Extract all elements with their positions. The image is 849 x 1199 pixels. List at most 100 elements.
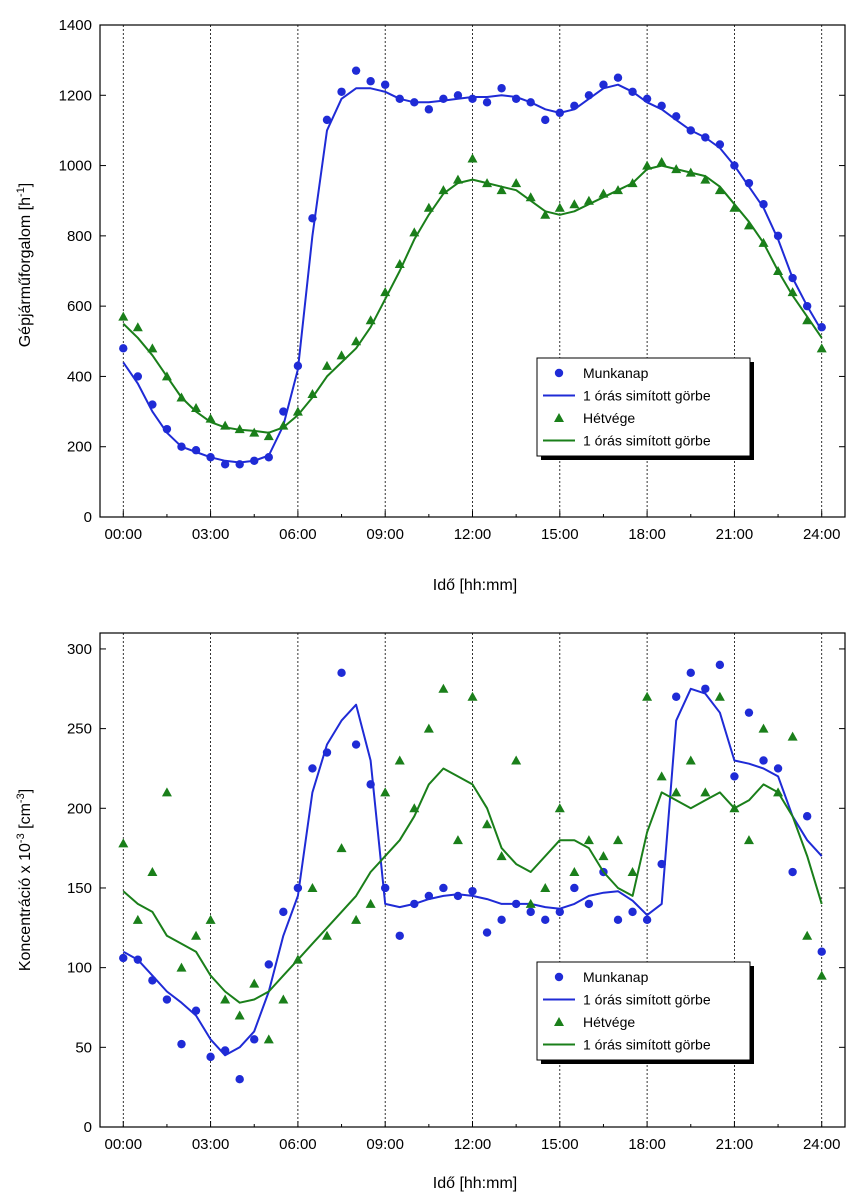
concentration-chart-series-0-point-6 [206,1052,215,1062]
concentration-chart-series-2-point-23 [452,835,463,845]
concentration-chart-legend-label-2: Hétvége [583,1014,635,1030]
traffic-chart-series-0-point-15 [337,87,346,96]
concentration-chart-series-0-point-25 [482,928,492,937]
concentration-chart-series-0-point-32 [584,899,594,909]
concentration-chart-series-0-point-35 [628,907,637,917]
concentration-chart-series-2-point-44 [758,723,769,733]
concentration-chart-series-2-point-37 [656,771,667,781]
concentration-chart-series-0-point-41 [715,660,725,670]
traffic-chart-series-0-point-25 [482,98,492,107]
concentration-chart-x-tick-label-8: 24:00 [803,1136,841,1153]
concentration-chart-series-0-point-3 [162,995,172,1004]
concentration-chart-y-axis-label: Koncentráció x 10-3 [cm-3] [15,789,34,971]
concentration-chart-series-0-point-34 [613,915,623,925]
concentration-chart-series-2-point-38 [671,787,682,797]
concentration-chart-y-tick-label-0: 0 [84,1119,92,1136]
traffic-chart-series-2-point-31 [569,199,580,209]
traffic-chart-series-2-point-0 [118,311,129,321]
concentration-chart-series-2-point-15 [336,843,347,853]
concentration-chart-series-0-point-9 [250,1035,259,1044]
traffic-chart-x-tick-label-6: 18:00 [628,526,666,543]
concentration-chart-series-0-point-47 [802,812,812,821]
traffic-chart-y-tick-label-6: 1200 [59,87,92,104]
concentration-chart-series-0-point-42 [730,772,739,781]
concentration-chart-legend-label-0: Munkanap [583,969,649,985]
traffic-chart-series-2-point-46 [787,287,798,297]
traffic-chart-series-0-point-10 [264,453,273,462]
concentration-chart-series-2-point-26 [496,851,507,861]
concentration-chart-series-2-point-1 [132,914,143,924]
concentration-chart-series-0-point-19 [395,931,404,940]
concentration-chart-series-2-point-10 [263,1034,274,1044]
concentration-chart-series-2-point-3 [161,787,172,797]
traffic-chart-legend-label-2: Hétvége [583,410,635,426]
concentration-chart-series-2-point-18 [380,787,391,797]
concentration-chart-series-0-point-23 [453,891,463,901]
concentration-chart-series-0-point-31 [570,883,579,893]
concentration-chart-series-0-point-48 [817,947,826,956]
concentration-chart-x-tick-label-7: 21:00 [716,1136,754,1153]
concentration-chart-y-axis-label-mid: [cm [17,803,34,833]
concentration-chart-series-2-point-31 [569,867,580,877]
concentration-chart-series-0-point-40 [701,684,710,693]
concentration-chart-series-2-point-43 [743,835,754,845]
concentration-chart-y-tick-label-4: 200 [67,800,92,817]
concentration-chart-x-tick-label-1: 03:00 [192,1136,230,1153]
concentration-chart-series-0-point-36 [642,915,652,925]
concentration-chart-y-axis-label-end: ] [17,789,34,793]
traffic-chart-x-tick-label-4: 12:00 [454,526,492,543]
concentration-chart-series-0-point-15 [337,668,346,678]
concentration-chart-y-tick-label-5: 250 [67,721,92,738]
concentration-chart-series-2-point-41 [714,691,725,701]
concentration-chart-series-0-point-13 [308,764,317,773]
concentration-chart-x-axis-label: Idő [hh:mm] [433,1175,517,1192]
concentration-chart-y-axis-label-sup: -3 [15,833,27,843]
concentration-chart-series-0-point-24 [468,886,477,896]
concentration-chart-panel: Idő [hh:mm] Koncentráció x 10-3 [cm-3] 0… [15,632,846,1192]
concentration-chart-x-tick-label-4: 12:00 [454,1136,492,1153]
concentration-chart-series-2-point-6 [205,914,216,924]
traffic-chart-y-axis-label-end: ] [17,183,34,187]
concentration-chart-series-2-point-39 [685,755,696,765]
traffic-chart-series-2-point-15 [336,350,347,360]
traffic-chart-series-2-point-14 [321,360,332,370]
traffic-chart-series-0-point-48 [817,323,826,332]
concentration-chart-series-0-point-10 [264,960,273,969]
traffic-chart-x-tick-label-2: 06:00 [279,526,317,543]
traffic-chart-y-tick-label-3: 600 [67,298,92,315]
traffic-chart-series-2-point-1 [132,322,143,332]
concentration-chart-x-tick-label-6: 18:00 [628,1136,666,1153]
concentration-chart-series-0-point-29 [541,915,550,925]
concentration-chart-y-tick-label-1: 50 [75,1039,92,1056]
traffic-chart-y-tick-label-7: 1400 [59,17,92,34]
concentration-chart-series-2-point-14 [321,930,332,940]
concentration-chart-x-tick-label-3: 09:00 [366,1136,404,1153]
concentration-chart-series-2-point-13 [307,882,318,892]
traffic-chart-legend-label-1: 1 órás simított görbe [583,388,711,404]
traffic-chart-panel: Idő [hh:mm] Gépjárműforgalom [h-1] 00:00… [15,17,846,594]
traffic-chart-legend-symbol-2 [554,413,564,422]
traffic-chart-series-0-point-7 [220,460,230,469]
concentration-chart-y-tick-label-6: 300 [67,641,92,658]
concentration-chart-series-0-point-22 [439,883,448,893]
concentration-chart-series-2-point-25 [482,819,493,829]
concentration-chart-series-2-point-48 [816,970,827,980]
concentration-chart-series-2-point-0 [118,838,129,848]
traffic-chart-y-axis-label-sup: -1 [15,187,27,197]
traffic-chart-legend-symbol-0 [554,368,564,378]
concentration-chart-series-2-point-16 [351,914,362,924]
concentration-chart-series-2-point-36 [642,691,653,701]
traffic-chart-series-0-point-29 [541,115,550,125]
traffic-chart-series-2-point-26 [496,185,507,195]
concentration-chart-series-2-point-17 [365,898,376,908]
traffic-chart-series-2-point-30 [554,202,565,212]
concentration-chart-series-2-point-33 [598,851,609,861]
concentration-chart-series-2-point-19 [394,755,405,765]
traffic-chart-series-0-point-17 [366,77,375,86]
concentration-chart-series-0-point-28 [526,907,535,917]
concentration-chart-y-axis-label-sup2: -3 [15,793,27,803]
concentration-chart-series-0-point-16 [351,740,361,749]
concentration-chart-series-2-point-46 [787,731,798,741]
traffic-chart-x-tick-label-3: 09:00 [366,526,404,543]
concentration-chart-series-0-point-38 [672,692,681,701]
